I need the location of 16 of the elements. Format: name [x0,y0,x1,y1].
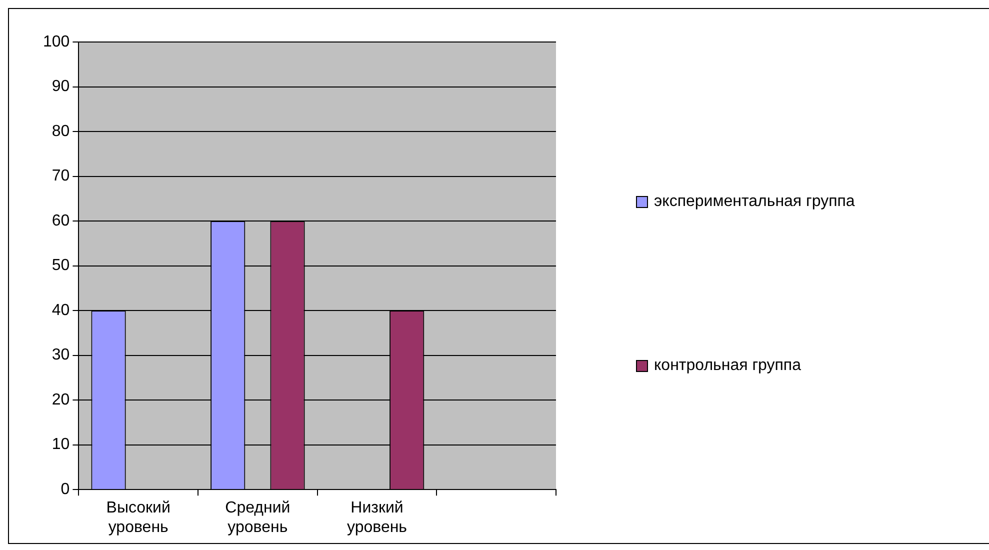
y-tick-label: 20 [52,391,70,408]
x-tick-label: Средний уровень [225,500,290,536]
x-tick-label: Низкий уровень [347,500,408,536]
y-tick-label: 50 [52,257,70,274]
legend-label: экспериментальная группа [654,193,855,211]
y-tick-label: 30 [52,346,70,364]
y-tick-label: 90 [52,78,70,96]
y-tick-label: 100 [42,33,70,50]
y-tick-label: 80 [52,122,70,140]
y-tick-label: 0 [60,481,70,498]
legend-label: контрольная группа [654,357,801,375]
y-tick-label: 10 [52,436,70,454]
y-tick-label: 40 [52,302,70,319]
x-tick-label: Высокий уровень [106,500,170,536]
y-tick-label: 60 [52,212,70,230]
y-tick-label: 70 [52,168,70,185]
